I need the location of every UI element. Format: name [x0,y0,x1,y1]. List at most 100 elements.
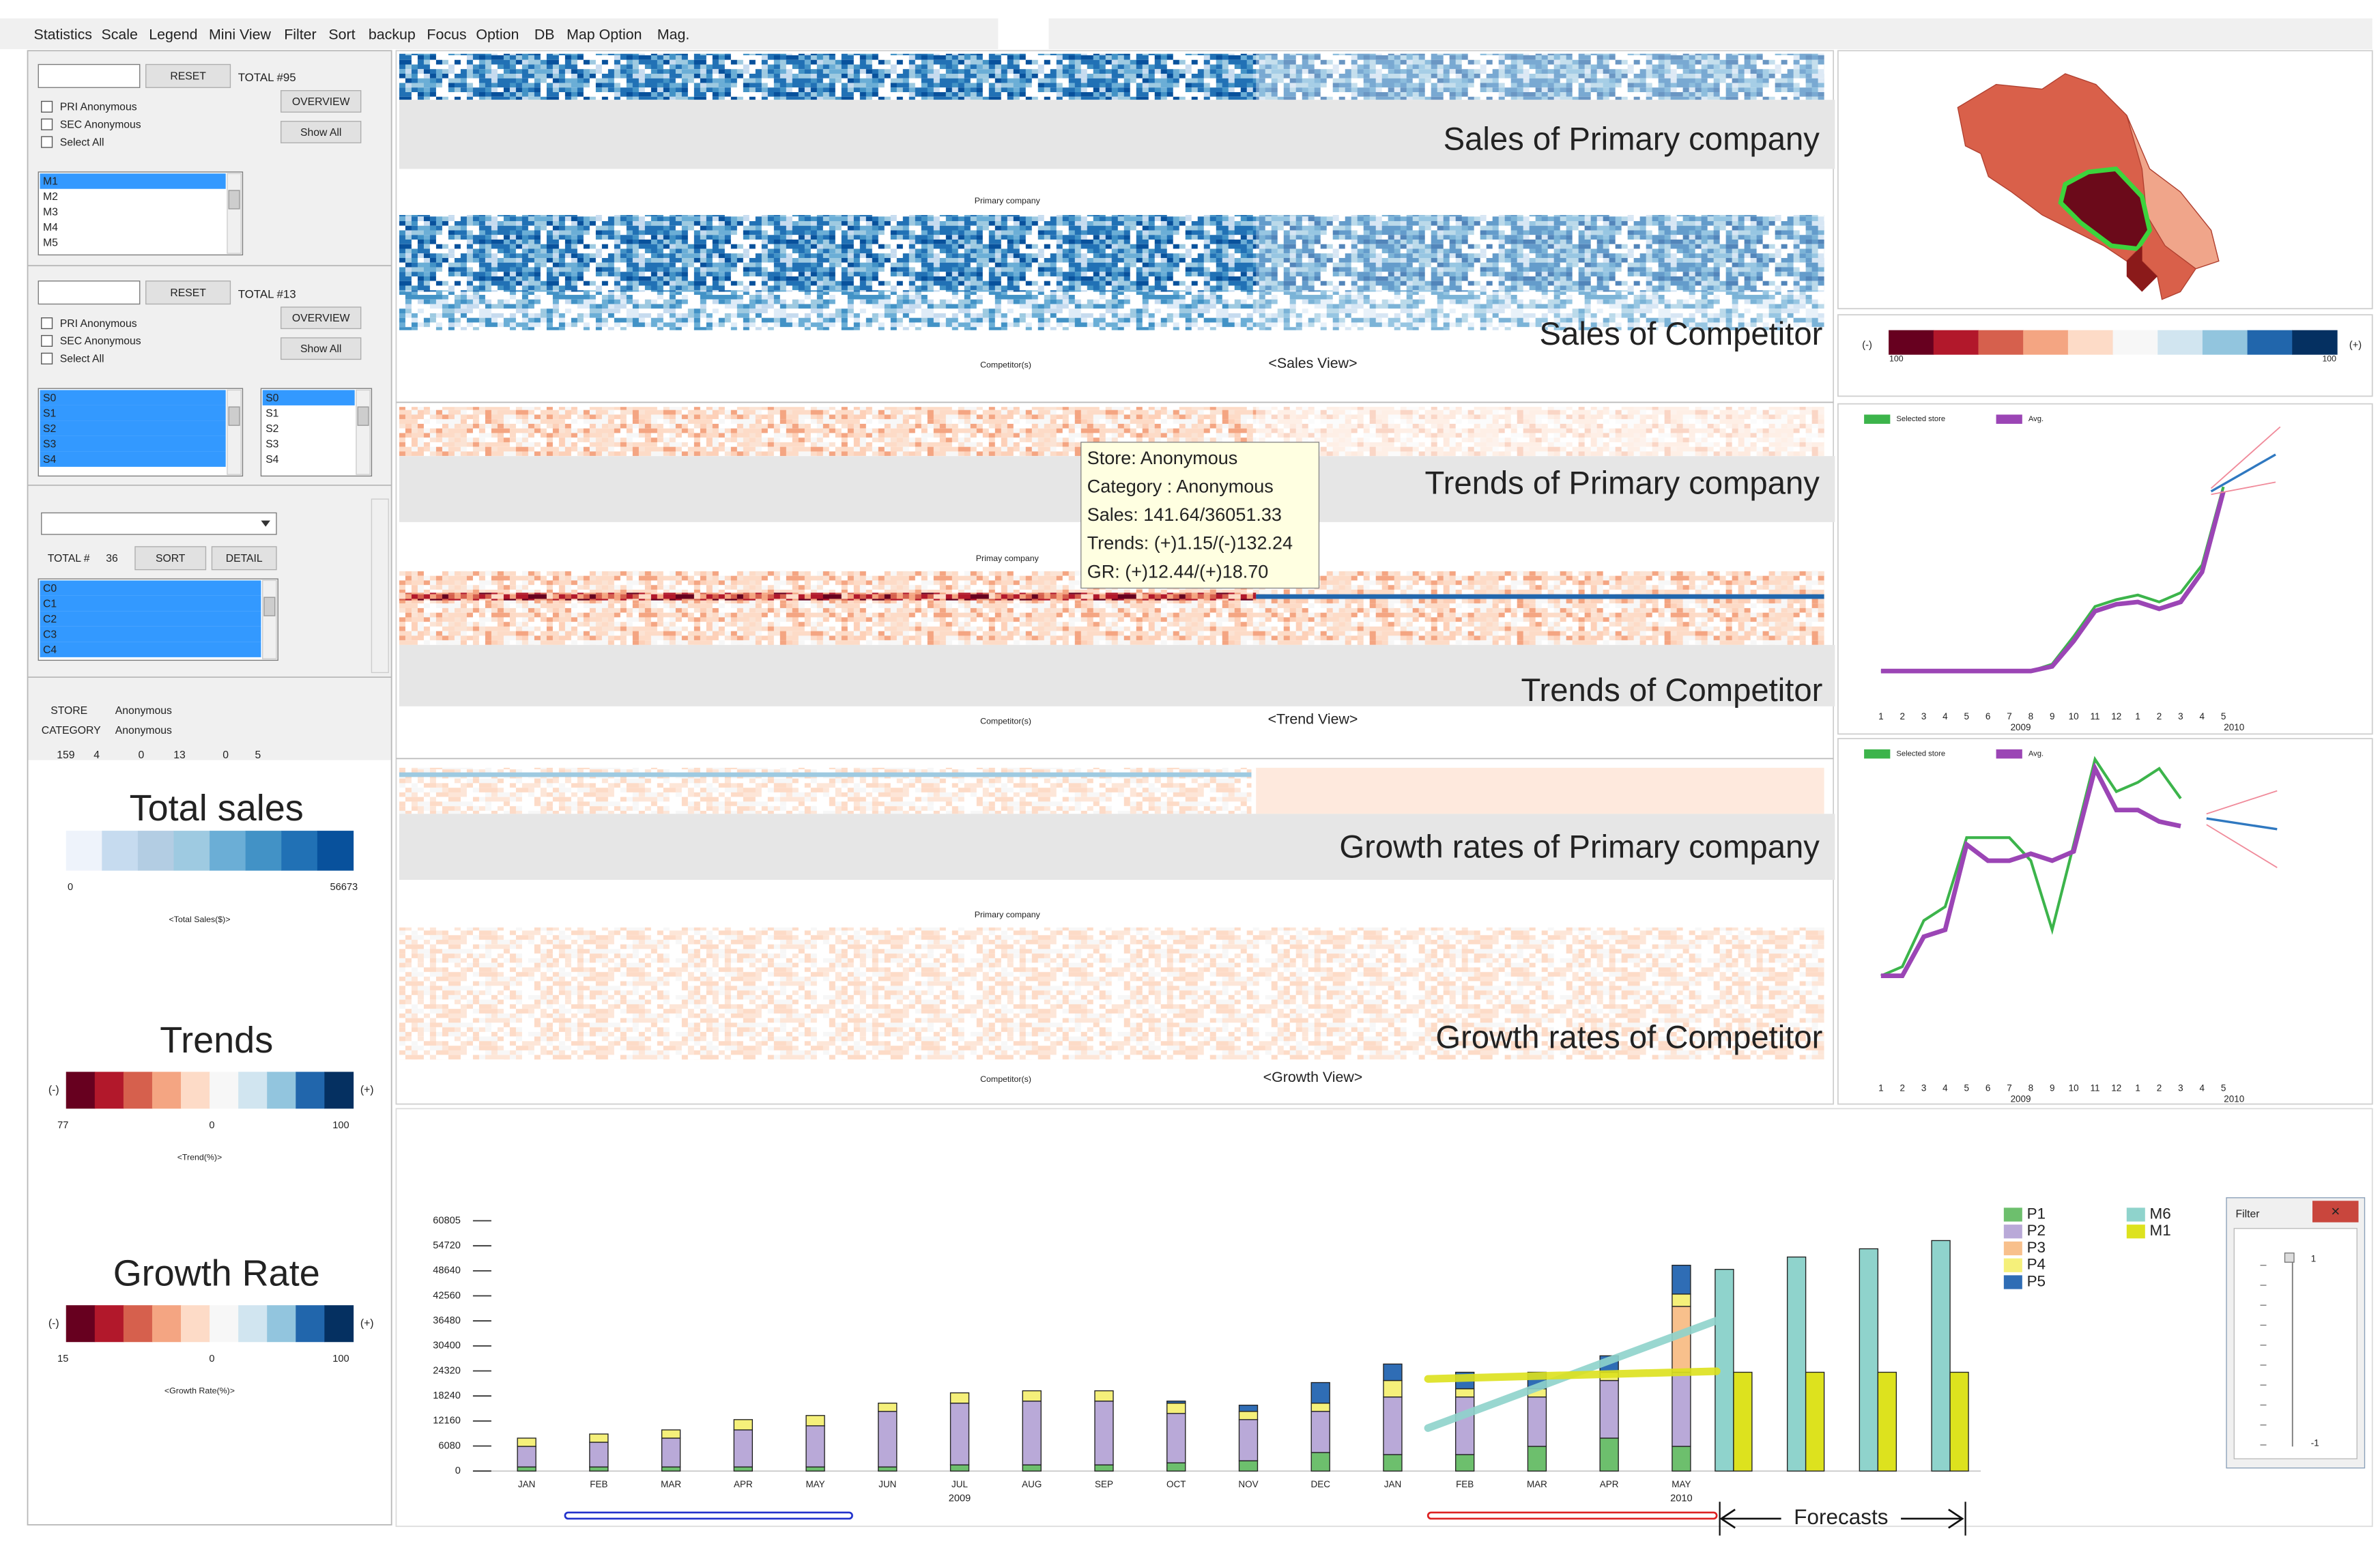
checkbox[interactable] [41,317,53,330]
scrollbar[interactable] [371,498,389,674]
scrollbar[interactable] [227,389,242,475]
slider-thumb[interactable] [2284,1252,2295,1263]
legend-swatch [2067,330,2114,355]
checkbox[interactable] [41,118,53,130]
info-number: 159 [57,749,74,761]
menu-item[interactable]: backup [369,26,416,42]
list-item[interactable]: S0 [43,392,56,404]
button[interactable] [281,306,362,330]
list-item[interactable]: S0 [266,392,278,404]
checkbox-label[interactable]: PRI Anonymous [60,102,137,113]
bar-segment [805,1466,825,1472]
list-item[interactable]: S1 [43,407,56,419]
menu-item[interactable]: Legend [149,26,197,42]
bar-segment [1022,1390,1042,1402]
menu-item[interactable]: Mini View [209,26,272,42]
menu-item[interactable]: Map Option [567,26,642,42]
heatmap-caption: Competitor(s) [980,1074,1031,1084]
list-item[interactable]: S1 [266,407,278,419]
menu-item[interactable]: Scale [101,26,137,42]
button-label[interactable]: Show All [300,343,341,355]
bar-segment [1672,1264,1691,1295]
scroll-thumb[interactable] [263,597,276,616]
list-item[interactable]: S3 [266,438,278,450]
scroll-thumb[interactable] [228,190,240,210]
menu-item[interactable]: Option [476,26,519,42]
list-item[interactable]: S4 [266,454,278,466]
checkbox[interactable] [41,352,53,364]
legend-caption: <Total Sales($)> [169,915,230,924]
scrollbar[interactable] [262,579,277,659]
menu-item[interactable]: Statistics [33,26,91,42]
text-input[interactable] [38,63,141,88]
list-item[interactable]: C4 [43,644,57,656]
checkbox[interactable] [41,334,53,347]
list-item[interactable]: S2 [266,423,278,435]
button[interactable] [145,281,231,305]
list-item[interactable]: C0 [43,583,57,595]
button-label[interactable]: RESET [170,287,206,299]
scrollbar[interactable] [227,173,242,254]
legend-swatch [2202,330,2248,355]
tooltip-line: GR: (+)12.44/(+)18.70 [1087,561,1268,582]
menu-item[interactable]: Mag. [657,26,690,42]
close-icon[interactable]: × [2331,1203,2340,1220]
list-item[interactable]: M4 [43,222,58,233]
button[interactable] [281,90,362,113]
button[interactable] [145,63,231,88]
menu-item[interactable]: Sort [328,26,355,42]
list-selection [40,595,261,612]
y-tick-label: 0 [455,1465,461,1476]
button-label[interactable]: OVERVIEW [292,313,350,324]
list-item[interactable]: C3 [43,629,57,640]
text-input[interactable] [38,281,141,305]
list-item[interactable]: S3 [43,438,56,450]
menu-bar [0,18,999,50]
list-item[interactable]: M1 [43,176,58,188]
list-item[interactable]: M3 [43,207,58,218]
checkbox[interactable] [41,100,53,113]
list-item[interactable]: S4 [43,454,56,466]
x-tick-label: DEC [1310,1479,1330,1489]
legend-swatch [2003,1225,2022,1239]
scroll-thumb[interactable] [357,406,369,426]
checkbox-label[interactable]: SEC Anonymous [60,336,141,347]
menu-item[interactable]: DB [534,26,555,42]
legend-swatch [2003,1258,2022,1272]
list-item[interactable]: C2 [43,614,57,625]
button-label[interactable]: RESET [170,71,206,83]
scrollbar[interactable] [356,389,371,475]
list-item[interactable]: M2 [43,191,58,203]
bar-segment [661,1437,681,1468]
button-label[interactable]: SORT [156,553,186,564]
button[interactable] [211,546,277,571]
checkbox-label[interactable]: PRI Anonymous [60,318,137,330]
close-button[interactable] [2312,1201,2359,1222]
button-label[interactable]: Show All [300,127,341,139]
bar [1805,1371,1825,1472]
scroll-thumb[interactable] [228,406,240,426]
list-item[interactable]: S2 [43,423,56,435]
button-label[interactable]: OVERVIEW [292,96,350,108]
list-item[interactable]: M5 [43,238,58,249]
checkbox[interactable] [41,136,53,148]
menu-item[interactable]: Filter [284,26,316,42]
button[interactable] [134,546,207,571]
dropdown[interactable] [41,512,277,535]
bar-chart-frame [395,1108,2373,1528]
button[interactable] [281,337,362,360]
x-tick-label: 2 [1899,1083,1905,1093]
button-label[interactable]: DETAIL [226,553,263,564]
legend-swatch [66,1072,96,1109]
total-label: TOTAL #95 [238,71,296,84]
menu-item[interactable]: Focus [427,26,466,42]
checkbox-label[interactable]: SEC Anonymous [60,119,141,131]
button[interactable] [281,121,362,143]
x-tick-label: JUN [878,1479,896,1489]
y-tick-label: 12160 [433,1416,461,1427]
checkbox-label[interactable]: Select All [60,354,104,365]
checkbox-label[interactable]: Select All [60,137,104,148]
list-item[interactable]: C1 [43,598,57,610]
list-selection [40,451,226,467]
x-tick-label: 9 [2050,711,2055,721]
